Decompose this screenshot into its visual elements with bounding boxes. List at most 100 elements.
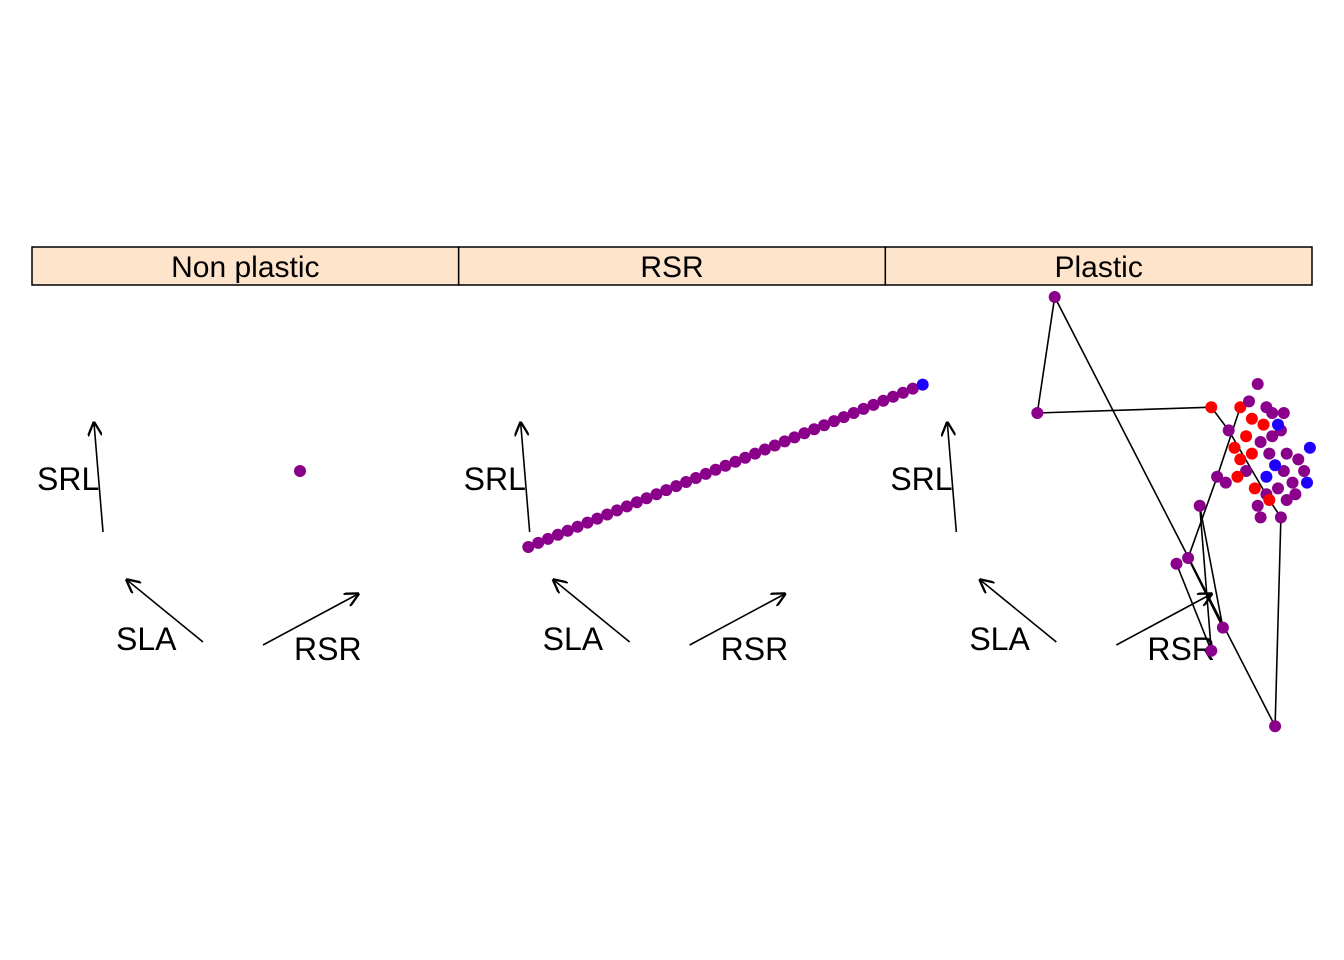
strip-background <box>31 246 460 286</box>
data-point <box>532 536 545 549</box>
data-point <box>877 394 890 407</box>
data-point <box>601 508 614 521</box>
data-point <box>1254 436 1267 448</box>
data-point <box>828 415 840 428</box>
loading-arrow-srl <box>521 423 531 533</box>
data-point <box>620 500 633 513</box>
data-point <box>1301 476 1313 489</box>
data-point <box>1266 407 1279 419</box>
data-point <box>1245 412 1258 425</box>
data-point <box>571 520 584 533</box>
loading-arrow-sla <box>127 580 204 643</box>
data-point <box>1272 418 1284 431</box>
data-point <box>551 528 564 541</box>
data-point <box>1234 401 1247 414</box>
data-point <box>897 386 909 399</box>
data-point <box>1251 378 1264 390</box>
data-point <box>798 427 811 440</box>
data-point <box>1216 621 1229 634</box>
data-point <box>1298 465 1311 477</box>
data-point <box>1240 430 1253 443</box>
data-point <box>680 476 693 488</box>
data-point <box>808 423 821 436</box>
data-point <box>1205 644 1218 657</box>
data-point <box>1205 401 1218 414</box>
data-point <box>1248 482 1261 495</box>
data-point <box>1280 494 1293 506</box>
data-point <box>591 512 604 525</box>
data-point <box>1266 430 1279 443</box>
data-point <box>1170 557 1183 570</box>
strip-label: Non plastic <box>171 251 319 284</box>
data-point <box>294 465 306 477</box>
strip-label: RSR <box>640 251 703 284</box>
arrow-label-sla: SLA <box>116 621 177 657</box>
data-point <box>857 402 870 415</box>
data-point <box>758 443 771 456</box>
data-point <box>768 439 781 452</box>
data-point <box>670 480 683 493</box>
strip-background <box>457 246 887 286</box>
data-point <box>1228 441 1241 454</box>
data-point <box>1277 465 1290 477</box>
data-point <box>1251 499 1264 512</box>
strip-background <box>884 246 1313 286</box>
strip-0: Non plastic <box>31 246 460 286</box>
data-point <box>818 419 831 432</box>
data-point <box>1245 447 1258 460</box>
loading-arrow-rsr <box>1115 594 1211 646</box>
data-point <box>630 496 643 509</box>
data-point <box>1254 511 1267 524</box>
data-point <box>1182 552 1195 564</box>
data-point <box>729 455 742 468</box>
data-point <box>522 541 535 553</box>
data-point <box>906 382 919 395</box>
strip-label: Plastic <box>1054 251 1142 284</box>
data-point <box>1211 470 1224 483</box>
data-point <box>1274 511 1287 524</box>
arrow-label-srl: SRL <box>890 461 952 497</box>
data-point <box>1234 453 1247 466</box>
data-point <box>542 532 554 545</box>
data-point <box>1289 488 1302 501</box>
loading-arrow-sla <box>980 580 1057 643</box>
data-point <box>1240 465 1253 477</box>
data-point <box>739 451 752 464</box>
data-point <box>1263 494 1276 506</box>
panel-row: SRL SLA RSR SRL SLA RSR SRL SLA RSR <box>37 291 1316 733</box>
data-point <box>1263 447 1276 460</box>
data-point <box>837 411 850 424</box>
data-point <box>581 516 594 529</box>
arrow-label-srl: SRL <box>37 461 99 497</box>
data-point <box>1219 476 1232 489</box>
arrow-label-srl: SRL <box>464 461 526 497</box>
strip-2: Plastic <box>884 246 1313 286</box>
data-point <box>719 459 732 472</box>
data-point <box>1257 418 1270 431</box>
data-point <box>867 398 880 411</box>
data-point <box>1231 470 1244 483</box>
data-point <box>788 431 801 444</box>
panel-0: SRL SLA RSR <box>37 423 362 667</box>
data-point <box>1269 459 1282 472</box>
data-point <box>847 407 860 419</box>
data-point <box>778 435 791 448</box>
data-point <box>1292 453 1305 466</box>
strip-1: RSR <box>457 246 887 286</box>
data-point <box>749 447 762 460</box>
data-point <box>611 504 623 517</box>
loading-arrow-rsr <box>689 594 785 646</box>
data-point <box>887 390 900 403</box>
strip-row: Non plastic RSR Plastic <box>31 246 1313 286</box>
data-point <box>650 488 663 501</box>
data-point <box>1303 441 1316 454</box>
loading-arrow-rsr <box>262 594 358 646</box>
loading-arrow-srl <box>947 423 958 533</box>
arrow-label-rsr: RSR <box>721 631 789 667</box>
data-point <box>916 378 929 391</box>
data-point <box>1277 407 1290 419</box>
data-point <box>640 492 653 505</box>
data-point <box>1222 424 1235 437</box>
loading-arrow-sla <box>554 580 631 643</box>
